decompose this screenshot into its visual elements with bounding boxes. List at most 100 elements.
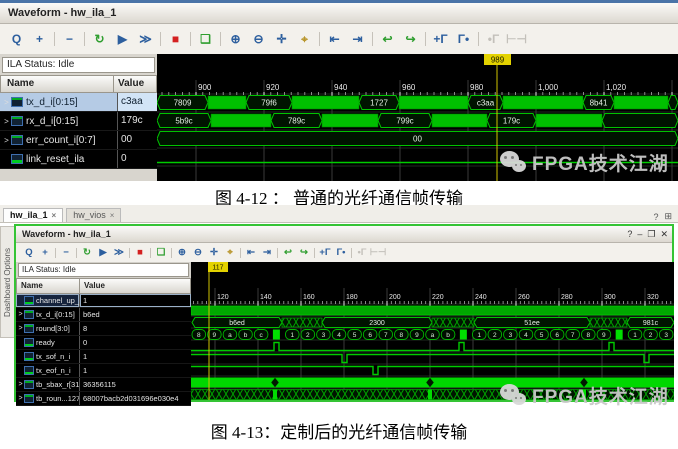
- waveform-canvas-bottom[interactable]: 120 140 160 180 200 220 240 260 280 300 320 b6ed 230…: [191, 262, 674, 400]
- zoom-out-button-icon[interactable]: ⊖: [253, 32, 264, 46]
- swap-previous-button-icon[interactable]: ↩: [382, 32, 393, 46]
- export-data-button-icon[interactable]: ❏: [156, 247, 166, 259]
- window-title-top[interactable]: Waveform - hw_ila_1: [0, 3, 678, 24]
- zoom-fit-button-icon[interactable]: ✛: [210, 247, 218, 259]
- wave-value-label: 1727: [370, 98, 388, 107]
- signal-row-tb_roun1270[interactable]: > tb_roun...127:068007bacb2d031696e030e4: [16, 392, 191, 406]
- zoom-out-button-icon[interactable]: ⊖: [194, 247, 202, 259]
- signal-name-cell: link_reset_ila: [0, 150, 117, 168]
- tab-hw_ila_1[interactable]: hw_ila_1 ×: [3, 208, 64, 222]
- signal-name-cell: ready: [16, 336, 80, 349]
- span-markers-button-icon: ⊢⊣: [506, 32, 527, 46]
- close-tab-icon[interactable]: ×: [51, 210, 57, 220]
- signal-row-tx_d_i015[interactable]: > tx_d_i[0:15] b6ed: [16, 308, 191, 322]
- signal-name: ready: [36, 338, 55, 347]
- goto-marker-button-icon[interactable]: Γ•: [457, 32, 470, 46]
- value-column-header[interactable]: Value: [79, 279, 190, 293]
- previous-marker-button-icon: •Γ: [487, 32, 500, 46]
- signal-row-tx_d_i015[interactable]: > tx_d_i[0:15] c3aa: [0, 93, 157, 112]
- goto-end-button-icon[interactable]: ⇥: [263, 247, 271, 259]
- swap-next-button-icon[interactable]: ↪: [405, 32, 416, 46]
- zoom-in-button-icon[interactable]: ⊕: [230, 32, 241, 46]
- wave-value-label: 8: [400, 332, 404, 339]
- run-trigger-immediate-button-icon[interactable]: ≫: [114, 247, 124, 259]
- expand-arrow-icon[interactable]: >: [18, 381, 23, 388]
- expand-arrow-icon[interactable]: >: [4, 135, 9, 145]
- signal-row-link_reset_ila[interactable]: link_reset_ila 0: [0, 150, 157, 169]
- goto-marker-button-icon[interactable]: Γ•: [336, 247, 346, 259]
- export-data-button-icon[interactable]: ❏: [200, 32, 211, 46]
- expand-arrow-icon[interactable]: >: [4, 116, 9, 126]
- float-window-icon[interactable]: ❐: [647, 228, 656, 239]
- signal-row-tx_eof_n_i[interactable]: tx_eof_n_i 1: [16, 364, 191, 378]
- value-column-header[interactable]: Value: [113, 76, 156, 92]
- add-button-icon[interactable]: +: [42, 247, 48, 259]
- toolbar-bottom: Q + − ↻ ▶ ≫ ■ ❏ ⊕ ⊖ ✛ ⌖ ⇤ ⇥ ↩ ↪ +Γ Γ• •Γ ⊢⊣: [16, 243, 672, 264]
- help-icon[interactable]: ?: [653, 211, 659, 222]
- expand-arrow-icon[interactable]: >: [18, 311, 23, 318]
- zoom-in-button-icon[interactable]: ⊕: [178, 247, 186, 259]
- run-trigger-button-icon[interactable]: ▶: [117, 32, 128, 46]
- wave-cursor-label[interactable]: [484, 54, 511, 65]
- wave-value-label: 7: [571, 332, 575, 339]
- wave-value-label: a: [431, 332, 435, 339]
- restart-trigger-button-icon[interactable]: ↻: [83, 247, 91, 259]
- waveform-canvas-top[interactable]: 900 920 940 960 980 1,000 1,020 7809 79f6 1727 c3a…: [157, 54, 678, 181]
- toolbar-separator: [190, 32, 191, 46]
- goto-start-button-icon[interactable]: ⇤: [329, 32, 340, 46]
- remove-button-icon[interactable]: −: [65, 32, 73, 46]
- wave-value-label: 6: [555, 332, 559, 339]
- signal-value: 0: [117, 150, 157, 168]
- signal-row-round30[interactable]: > round[3:0] 8: [16, 322, 191, 336]
- swap-previous-button-icon[interactable]: ↩: [284, 247, 292, 259]
- close-window-icon[interactable]: ✕: [660, 228, 668, 239]
- signal-row-tx_sof_n_i[interactable]: tx_sof_n_i 1: [16, 350, 191, 364]
- expand-arrow-icon[interactable]: >: [18, 325, 23, 332]
- signal-row-rx_d_i015[interactable]: > rx_d_i[0:15] 179c: [0, 112, 157, 131]
- signal-row-ready[interactable]: ready 0: [16, 336, 191, 350]
- remove-button-icon[interactable]: −: [63, 247, 69, 259]
- expand-arrow-icon[interactable]: >: [4, 97, 9, 107]
- goto-start-button-icon[interactable]: ⇤: [247, 247, 255, 259]
- dashboard-options-strip[interactable]: Dashboard Options: [0, 226, 15, 338]
- swap-next-button-icon[interactable]: ↪: [300, 247, 308, 259]
- layout-icon[interactable]: ⊞: [664, 211, 672, 221]
- wave-value-label: 5: [353, 332, 357, 339]
- signal-row-channel_up_i[interactable]: channel_up_i 1: [16, 294, 191, 308]
- zoom-fit-button-icon[interactable]: ✛: [276, 32, 287, 46]
- minimize-window-icon[interactable]: –: [637, 229, 643, 239]
- tab-hw_vios[interactable]: hw_vios ×: [66, 208, 122, 222]
- signal-row-tb_sbax_r310[interactable]: > tb_sbax_r[31:0]36356115: [16, 378, 191, 392]
- signal-row-err_count_i07[interactable]: > err_count_i[0:7] 00: [0, 131, 157, 150]
- ila-status-bottom: ILA Status: Idle: [18, 263, 189, 277]
- run-trigger-button-icon[interactable]: ▶: [99, 247, 107, 259]
- search-button-icon[interactable]: Q: [25, 247, 33, 259]
- window-title-label: Waveform - hw_ila_1: [22, 229, 111, 239]
- wave-cursor-label[interactable]: [208, 262, 228, 272]
- expand-arrow-icon[interactable]: >: [18, 395, 23, 402]
- stop-trigger-button-icon[interactable]: ■: [171, 32, 180, 46]
- help-window-icon[interactable]: ?: [627, 229, 633, 239]
- signal-value: 1: [83, 352, 88, 361]
- goto-cursor-button-icon[interactable]: ⌖: [301, 32, 308, 46]
- add-marker-button-icon[interactable]: +Γ: [433, 32, 448, 46]
- window-title-bottom[interactable]: Waveform - hw_ila_1 ? – ❐ ✕: [16, 226, 672, 243]
- add-marker-button-icon[interactable]: +Γ: [319, 247, 331, 259]
- restart-trigger-button-icon[interactable]: ↻: [94, 32, 105, 46]
- wave-value-label: 260: [518, 294, 530, 301]
- name-column-header[interactable]: Name: [7, 78, 35, 89]
- close-tab-icon[interactable]: ×: [109, 210, 115, 220]
- wave-value-label: 8b41: [590, 98, 608, 107]
- wave-value-label: b: [446, 332, 450, 339]
- run-trigger-immediate-button-icon[interactable]: ≫: [139, 32, 152, 46]
- goto-end-button-icon[interactable]: ⇥: [352, 32, 363, 46]
- stop-trigger-button-icon[interactable]: ■: [137, 247, 143, 259]
- wave-value-label: 2: [649, 332, 653, 339]
- add-button-icon[interactable]: +: [35, 32, 43, 46]
- search-button-icon[interactable]: Q: [11, 32, 22, 46]
- goto-cursor-button-icon[interactable]: ⌖: [227, 247, 233, 259]
- name-column-header[interactable]: Name: [21, 281, 43, 290]
- watermark: FPGA技术江湖: [500, 149, 669, 176]
- signal-value: 36356115: [83, 380, 116, 389]
